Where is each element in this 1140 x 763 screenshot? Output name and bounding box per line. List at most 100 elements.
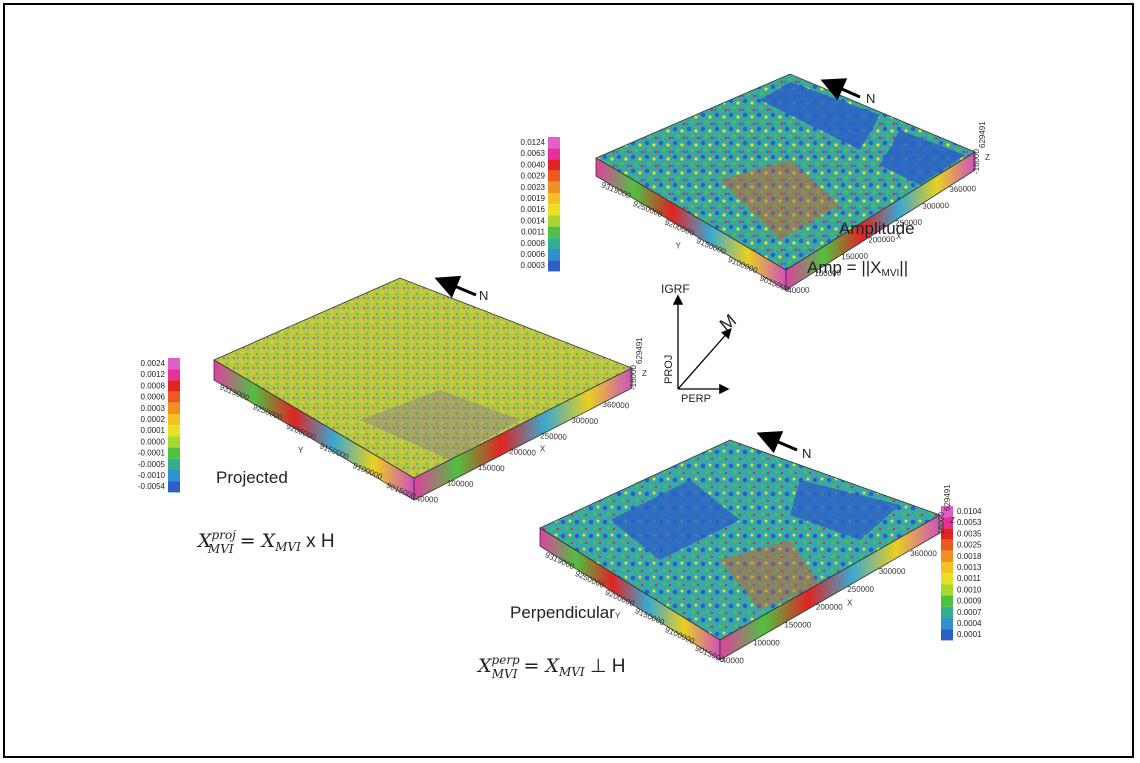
- x-axis-label: X: [540, 445, 546, 454]
- colorbar-tick-label: -0.0054: [138, 482, 166, 491]
- x-tick-label: 100000: [814, 268, 842, 278]
- north-arrow-perpendicular: N: [756, 431, 811, 461]
- x-tick-label: 200000: [816, 603, 843, 612]
- colorbar-swatch: [941, 584, 953, 596]
- x-tick-label: 300000: [571, 416, 599, 427]
- proj-label: PROJ: [663, 355, 675, 384]
- x-tick-label: 40000: [722, 656, 745, 665]
- north-arrow-amplitude: N: [820, 78, 875, 106]
- colorbar-swatch: [548, 159, 560, 171]
- colorbar-swatch: [548, 170, 560, 182]
- colorbar-tick-label: 0.0011: [521, 228, 545, 237]
- colorbar-tick-label: 0.0104: [957, 507, 982, 516]
- colorbar-tick-label: 0.0014: [521, 216, 546, 225]
- projected-formula: Xproj MVI = XMVI x H: [196, 528, 335, 556]
- colorbar-tick-label: -0.0010: [138, 471, 166, 480]
- north-arrow-icon: [820, 78, 861, 101]
- colorbar-swatch: [168, 391, 180, 403]
- x-tick-label: 150000: [478, 463, 506, 474]
- projected-block-front-right: [413, 367, 633, 501]
- colorbar-tick-label: 0.0124: [521, 138, 546, 147]
- colorbar-swatch: [548, 226, 560, 238]
- x-tick-label: 40000: [415, 494, 438, 504]
- perpendicular-title: Perpendicular: [510, 603, 615, 622]
- north-arrow-icon: [756, 431, 798, 454]
- colorbar-tick-label: 0.0012: [141, 370, 166, 379]
- projected-block-speckle-region: [360, 390, 520, 460]
- x-tick-label: 360000: [910, 549, 937, 558]
- z-tick-label: -16000: [972, 149, 981, 174]
- colorbar-swatch: [941, 528, 953, 540]
- colorbar-swatch: [941, 506, 953, 518]
- colorbar-swatch: [941, 562, 953, 574]
- z-tick-label: -16000: [937, 512, 946, 537]
- x-tick-label: 360000: [949, 184, 977, 194]
- colorbar-tick-label: 0.0019: [521, 194, 546, 203]
- colorbar-tick-label: 0.0003: [141, 404, 166, 413]
- projected-colorbar: 0.0024 0.0012 0.0008 0.0006 0.0003 0.0002 0.00…: [138, 358, 180, 493]
- y-axis-label: Y: [676, 241, 682, 250]
- amplitude-block-blue-region-1: [760, 82, 880, 150]
- x-tick-label: 250000: [847, 585, 874, 594]
- z-axis-label: Z: [642, 369, 647, 378]
- projected-title: Projected: [216, 468, 288, 487]
- north-arrow-projected: N: [434, 275, 488, 303]
- colorbar-swatch: [168, 358, 180, 370]
- z-tick-label: -16000: [629, 365, 638, 390]
- colorbar-swatch: [168, 458, 180, 470]
- y-axis-label: Y: [298, 446, 304, 455]
- x-tick-label: 300000: [922, 201, 950, 211]
- amplitude-block-front-right: [785, 151, 976, 291]
- colorbar-tick-label: 0.0035: [957, 529, 982, 538]
- colorbar-tick-label: 0.0018: [957, 552, 982, 561]
- igrf-label: IGRF: [661, 282, 690, 296]
- figure-frame: [3, 3, 1134, 758]
- m-label: M: [716, 310, 740, 335]
- amplitude-block-warm-region: [720, 160, 840, 240]
- colorbar-swatch: [548, 237, 560, 249]
- colorbar-swatch: [168, 414, 180, 426]
- colorbar-tick-label: 0.0000: [141, 437, 166, 446]
- colorbar-swatch: [941, 595, 953, 607]
- colorbar-swatch: [548, 260, 560, 272]
- colorbar-swatch: [941, 573, 953, 585]
- colorbar-tick-label: 0.0001: [141, 426, 166, 435]
- projected-block: [213, 277, 633, 501]
- colorbar-tick-label: 0.0006: [141, 393, 166, 402]
- colorbar-tick-label: 0.0003: [521, 261, 546, 270]
- x-tick-label: 200000: [868, 235, 896, 245]
- colorbar-swatch: [941, 606, 953, 618]
- colorbar-swatch: [168, 436, 180, 448]
- colorbar-tick-label: 0.0001: [957, 630, 982, 639]
- colorbar-tick-label: 0.0011: [957, 574, 981, 583]
- north-label: N: [866, 91, 875, 106]
- amplitude-block-blue-region-2: [880, 130, 965, 185]
- x-tick-label: 360000: [602, 400, 630, 411]
- colorbar-swatch: [168, 402, 180, 414]
- x-tick-label: 150000: [841, 251, 869, 261]
- perpendicular-block-blue-region-1: [610, 480, 740, 560]
- colorbar-swatch: [548, 204, 560, 216]
- north-arrow-icon: [434, 275, 477, 298]
- north-label: N: [479, 288, 488, 303]
- perpendicular-colorbar: 0.0104 0.0053 0.0035 0.0025 0.0018 0.0013 0.00…: [941, 506, 982, 641]
- colorbar-swatch: [168, 380, 180, 392]
- vector-diagram: IGRF PROJ PERP M: [661, 282, 740, 405]
- colorbar-swatch: [941, 629, 953, 641]
- colorbar-tick-label: 0.0063: [521, 149, 546, 158]
- perpendicular-block-blue-region-2: [790, 480, 900, 540]
- m-vector-arrow: [677, 328, 732, 390]
- colorbar-tick-label: -0.0005: [138, 460, 166, 469]
- colorbar-tick-label: 0.0053: [957, 518, 982, 527]
- x-tick-label: 150000: [784, 620, 811, 629]
- x-tick-label: 100000: [753, 638, 780, 647]
- colorbar-swatch: [548, 249, 560, 261]
- z-axis-label: Z: [985, 153, 990, 162]
- colorbar-tick-label: 0.0009: [957, 597, 982, 606]
- x-tick-label: 300000: [879, 567, 906, 576]
- colorbar-swatch: [548, 193, 560, 205]
- colorbar-tick-label: 0.0029: [521, 172, 546, 181]
- x-tick-label: 40000: [787, 285, 810, 295]
- z-tick-label: 629491: [943, 484, 952, 511]
